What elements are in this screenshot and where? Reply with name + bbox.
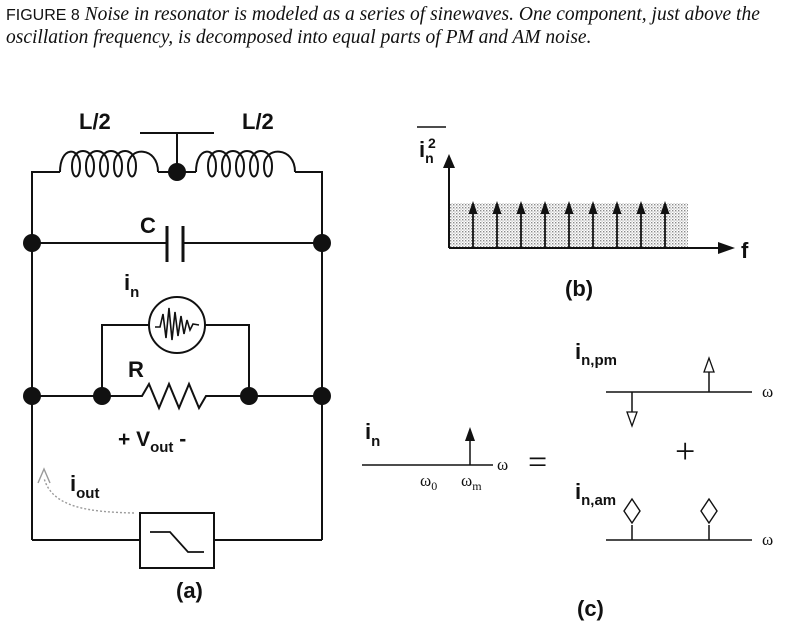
plus-sign: +: [675, 431, 695, 471]
resistor-label: R: [128, 357, 144, 382]
equals-sign: =: [528, 444, 547, 481]
iout-arrow: [43, 477, 135, 514]
noise-waveform-icon: [155, 307, 200, 341]
inductor-right-coil: [195, 150, 296, 178]
y-axis-label: in: [419, 137, 434, 166]
node-cap-right: [313, 234, 331, 252]
spectral-line-arrowhead: [612, 201, 622, 214]
vout-label: + Vout -: [118, 428, 186, 456]
spectral-line-arrowhead: [492, 201, 502, 214]
inductor-left-coil: [59, 150, 159, 178]
figure-caption: FIGURE 8 Noise in resonator is modeled a…: [6, 4, 776, 49]
in-component-arrowhead: [465, 427, 475, 441]
noise-branch-right: [205, 324, 250, 396]
am-axis-omega: ω: [762, 530, 773, 549]
spectral-lines: [468, 201, 670, 248]
pm-lower-arrowhead: [626, 411, 638, 428]
omega-0-label: ω0: [420, 471, 437, 493]
spectral-line-arrowhead: [540, 201, 550, 214]
node-res-right-inner: [240, 387, 258, 405]
in-axis-omega: ω: [497, 455, 508, 474]
in-pm-label: in,pm: [575, 339, 617, 369]
am-right-diamond: [700, 497, 718, 525]
node-inductor-tap: [168, 163, 186, 181]
figure-label: FIGURE 8: [6, 7, 80, 24]
filter-block: [139, 512, 215, 569]
x-axis-arrowhead: [718, 242, 735, 254]
noise-branch-left: [101, 324, 149, 396]
in-am-label: in,am: [575, 479, 616, 509]
top-right-wire: [295, 171, 323, 243]
panel-c-label: (c): [577, 596, 604, 621]
spectral-line-arrowhead: [588, 201, 598, 214]
inductor-right-label: L/2: [242, 109, 274, 134]
in-label: in: [365, 419, 380, 450]
node-cap-left: [23, 234, 41, 252]
am-left-diamond: [623, 497, 641, 525]
pm-upper-arrowhead: [703, 356, 715, 373]
node-res-left-outer: [23, 387, 41, 405]
spectral-line-arrowhead: [516, 201, 526, 214]
iout-label: iout: [70, 471, 99, 502]
y-axis-label-exponent: 2: [428, 135, 436, 151]
spectral-line-arrowhead: [636, 201, 646, 214]
iout-arrow-head: [37, 467, 51, 484]
panel-b-label: (b): [565, 276, 593, 301]
node-res-left-inner: [93, 387, 111, 405]
x-axis-label: f: [741, 238, 749, 263]
lowpass-filter-icon: [150, 531, 204, 553]
omega-m-label: ωm: [461, 471, 482, 493]
panel-c-decomposition: in ω ω0 ωm = in,pm ω + in,am ω (c): [362, 339, 773, 621]
capacitor-label: C: [140, 213, 156, 238]
spectral-line-arrowhead: [468, 201, 478, 214]
panel-b-spectrum: in 2 f (b): [417, 126, 749, 301]
y-axis-arrowhead: [443, 154, 455, 168]
spectral-line-arrowhead: [660, 201, 670, 214]
top-left-wire: [31, 171, 60, 243]
noise-source-label: in: [124, 270, 139, 301]
caption-text: Noise in resonator is modeled as a serie…: [6, 4, 760, 48]
node-res-right-outer: [313, 387, 331, 405]
spectral-line-arrowhead: [564, 201, 574, 214]
pm-axis-omega: ω: [762, 382, 773, 401]
panel-a-label: (a): [176, 578, 203, 603]
inductor-left-label: L/2: [79, 109, 111, 134]
panel-a-circuit: L/2 L/2 C in R + Vout - iout (a): [23, 109, 331, 603]
resistor-zigzag: [32, 381, 322, 411]
